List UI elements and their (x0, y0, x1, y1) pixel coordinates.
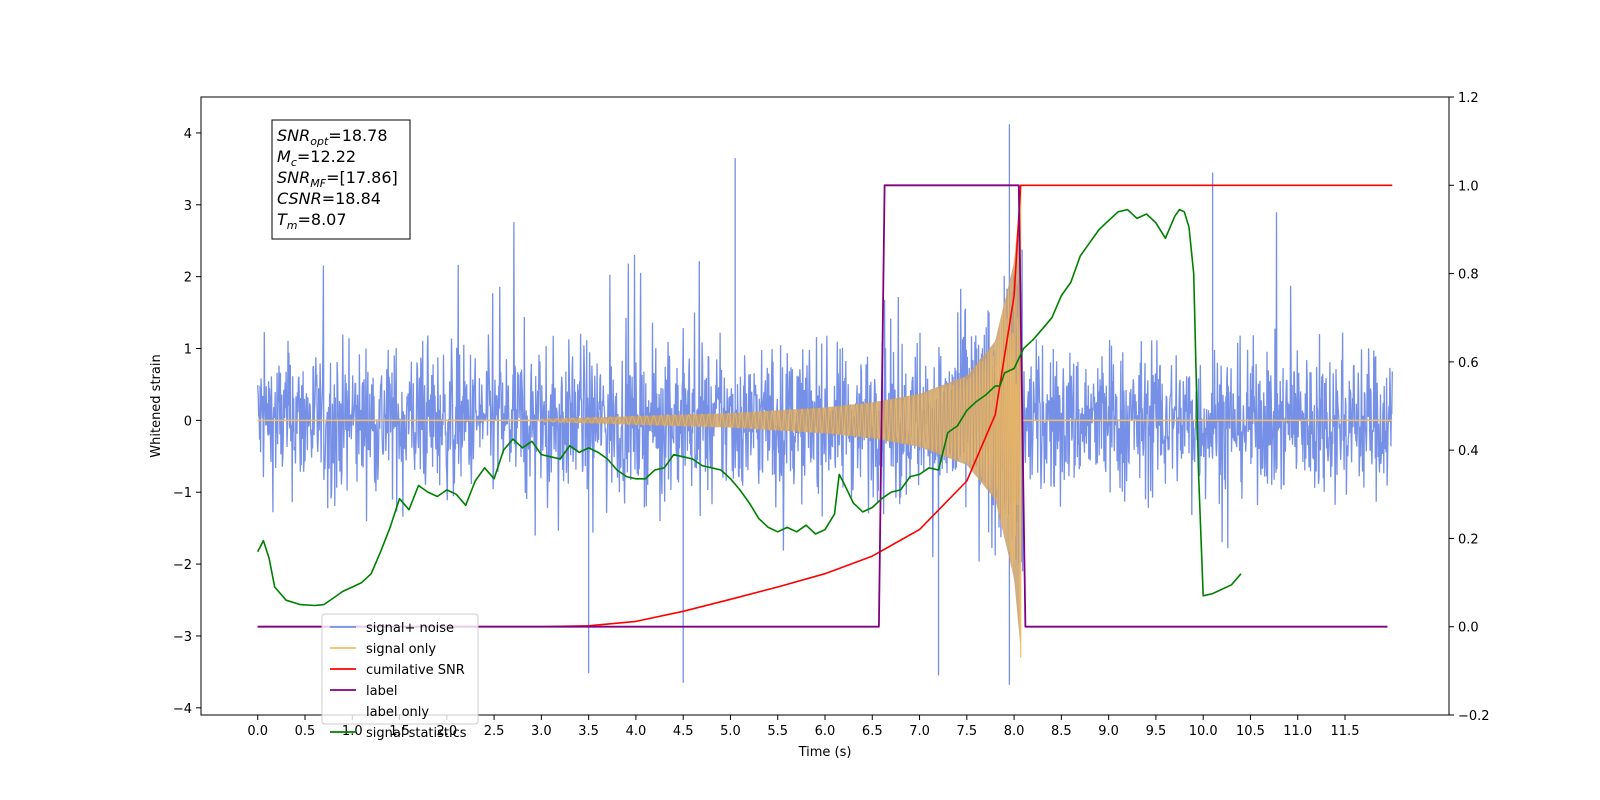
annotation-line: Mc=12.22 (277, 147, 356, 169)
legend-label: signal only (366, 642, 436, 657)
x-tick-label: 6.0 (815, 724, 836, 739)
y-tick-label: −1 (173, 486, 192, 501)
y-axis-left: −4 −3 −2 −1 0 1 2 3 4 (173, 127, 201, 717)
annotation-line: SNRMF=[17.86] (277, 168, 398, 190)
series-label (257, 184, 1388, 628)
y-tick-label: −3 (173, 630, 192, 645)
y-tick-label: 4 (184, 127, 192, 142)
y-axis-right: −0.2 0.0 0.2 0.4 0.6 0.8 1.0 1.2 (1449, 91, 1490, 724)
x-tick-label: 5.0 (720, 724, 741, 739)
y2-tick-label: 0.4 (1458, 444, 1479, 459)
annotation-line: Tm=8.07 (277, 210, 347, 232)
x-tick-label: 10.0 (1189, 724, 1218, 739)
legend-label: cumilative SNR (366, 663, 465, 678)
y2-tick-label: −0.2 (1458, 709, 1490, 724)
signal-noise-line (257, 124, 1393, 685)
x-tick-label: 8.0 (1004, 724, 1025, 739)
legend: signal+ noise signal only cumilative SNR la… (321, 613, 479, 741)
x-tick-label: 2.0 (436, 724, 457, 739)
signal-statistics-line (256, 208, 1242, 607)
x-tick-label: 4.0 (626, 724, 647, 739)
y2-tick-label: 0.0 (1458, 621, 1479, 636)
annotation-line: CSNR=18.84 (277, 189, 381, 208)
x-tick-label: 2.5 (484, 724, 505, 739)
annotation-box-frame (271, 119, 411, 240)
y-axis-label: Whitened strain (149, 354, 164, 457)
y2-tick-label: 1.2 (1458, 91, 1479, 106)
annotation-line: SNRopt=18.78 (277, 126, 388, 148)
series-signal-noise (257, 124, 1393, 685)
x-tick-label: 7.0 (909, 724, 930, 739)
x-tick-label: 9.0 (1098, 724, 1119, 739)
x-tick-label: 11.0 (1283, 724, 1312, 739)
y2-tick-label: 0.2 (1458, 532, 1479, 547)
y-tick-label: 2 (184, 271, 192, 286)
x-axis: 0.0 0.5 1.0 1.5 2.0 2.5 3.0 3.5 4.0 4.5 5.0 5.5 6.0 6… (247, 715, 1359, 739)
series-signal-only (257, 190, 1393, 658)
y-tick-label: 0 (184, 414, 192, 429)
x-tick-label: 10.5 (1236, 724, 1265, 739)
signal-only-envelope (541, 190, 1021, 651)
legend-label: signal+ noise (366, 621, 454, 636)
x-tick-label: 6.5 (862, 724, 883, 739)
x-axis-label: Time (s) (798, 745, 852, 760)
x-tick-label: 0.0 (247, 724, 268, 739)
x-tick-label: 0.5 (295, 724, 316, 739)
signal-only-line (541, 191, 1022, 637)
legend-label: label (366, 684, 397, 699)
x-tick-label: 3.5 (578, 724, 599, 739)
y2-tick-label: 1.0 (1458, 179, 1479, 194)
annotation-box: SNRopt=18.78Mc=12.22SNRMF=[17.86]CSNR=18… (271, 119, 411, 240)
x-tick-label: 7.5 (956, 724, 977, 739)
label-line (257, 184, 1388, 628)
series-cumulative-snr (257, 184, 1393, 628)
x-tick-label: 8.5 (1051, 724, 1072, 739)
x-tick-label: 5.5 (767, 724, 788, 739)
y2-tick-label: 0.6 (1458, 356, 1479, 371)
series-signal-statistics (256, 208, 1242, 607)
legend-label: signal statistics (366, 726, 467, 741)
legend-frame (321, 613, 479, 725)
cumulative-snr-line (257, 184, 1393, 628)
y2-tick-label: 0.8 (1458, 268, 1479, 283)
x-tick-label: 11.5 (1331, 724, 1360, 739)
x-tick-label: 9.5 (1146, 724, 1167, 739)
x-tick-label: 4.5 (673, 724, 694, 739)
x-tick-label: 3.0 (531, 724, 552, 739)
y-tick-label: 1 (184, 343, 192, 358)
y-tick-label: −2 (173, 558, 192, 573)
legend-label: label only (366, 705, 429, 720)
y-tick-label: −4 (173, 702, 192, 717)
x-tick-label: 1.5 (389, 724, 410, 739)
y-tick-label: 3 (184, 199, 192, 214)
